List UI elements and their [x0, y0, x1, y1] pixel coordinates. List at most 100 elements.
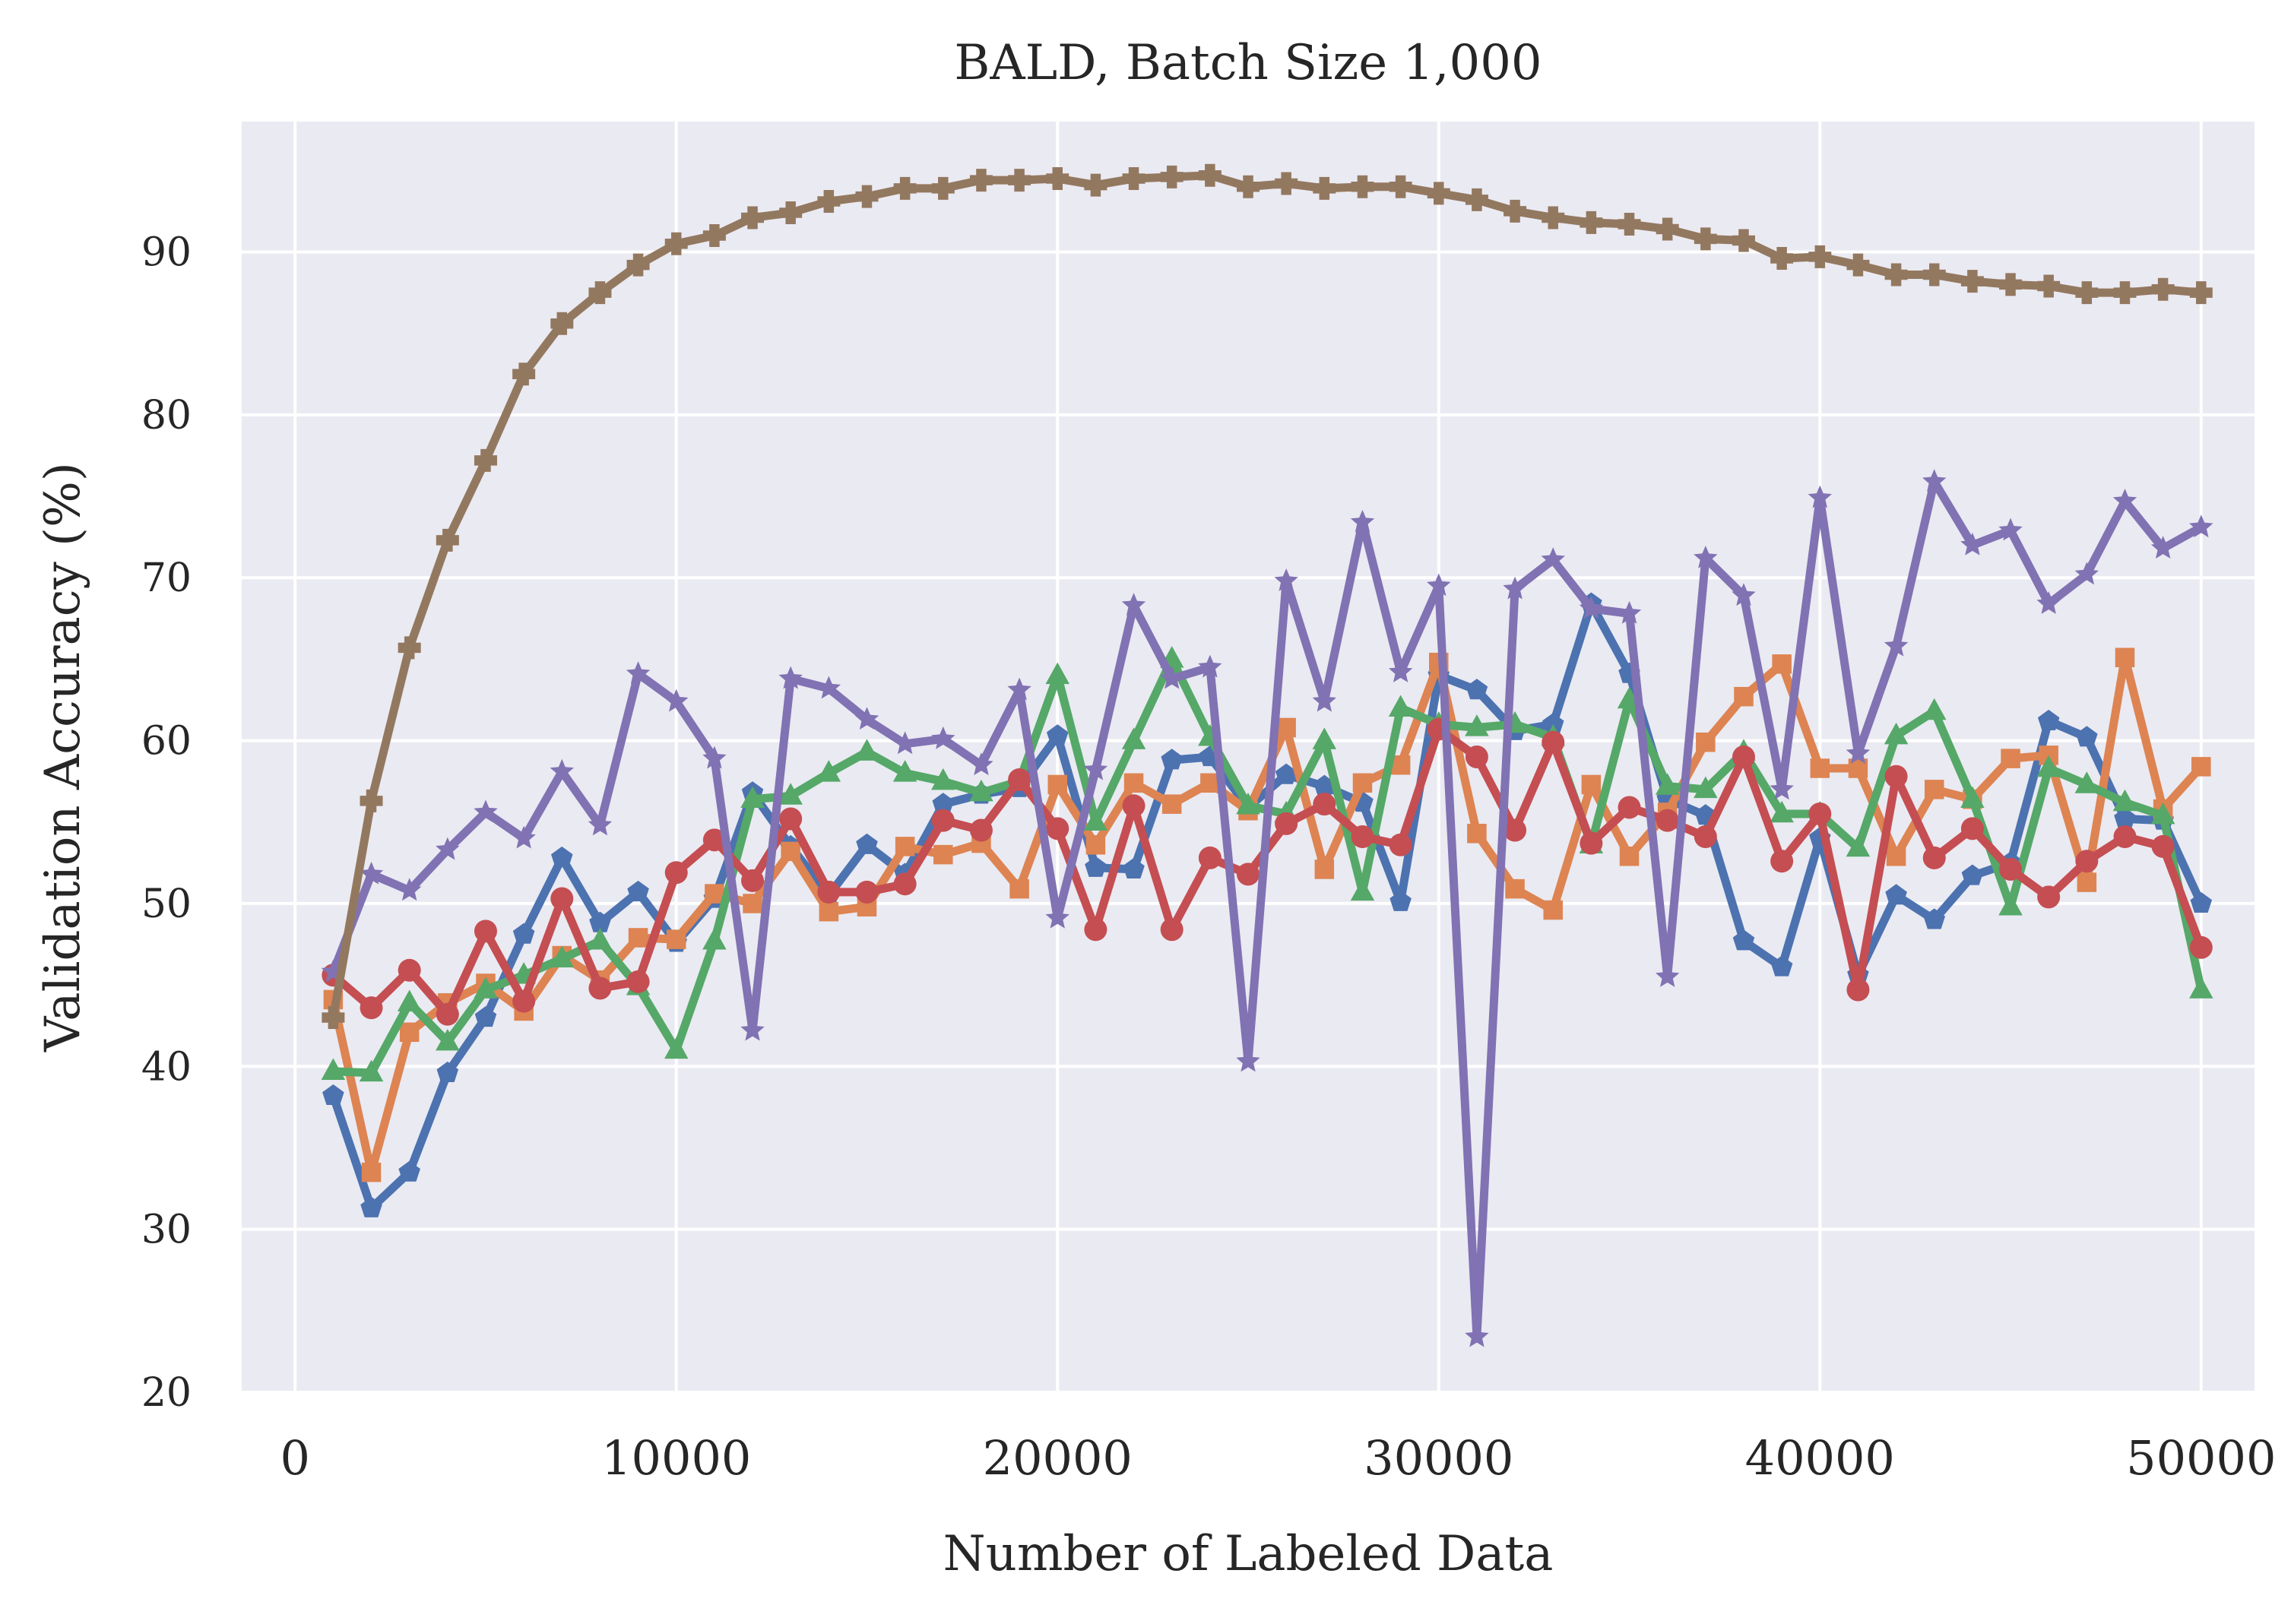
- data-point: [1350, 509, 1375, 533]
- data-point: [1465, 746, 1488, 768]
- data-point: [1694, 227, 1717, 251]
- data-point: [550, 758, 574, 782]
- data-point: [2114, 807, 2136, 828]
- data-point: [1696, 732, 1716, 752]
- data-point: [1009, 878, 1029, 899]
- data-point: [1504, 199, 1527, 223]
- data-point: [1960, 532, 1985, 556]
- data-point: [398, 1160, 420, 1182]
- data-point: [1770, 777, 1794, 800]
- data-point: [1008, 169, 1031, 192]
- x-tick-label: 30000: [1364, 1430, 1513, 1486]
- y-tick-label: 70: [141, 556, 192, 601]
- data-point: [2075, 850, 2099, 873]
- data-point: [2074, 562, 2099, 585]
- data-point: [854, 707, 879, 730]
- data-point: [892, 760, 917, 782]
- data-point: [550, 945, 575, 968]
- data-point: [854, 739, 879, 761]
- data-point: [1960, 270, 1984, 293]
- data-point: [436, 528, 459, 552]
- data-point: [740, 1018, 765, 1041]
- data-point: [819, 901, 839, 922]
- data-point: [1237, 175, 1260, 198]
- x-tick-label: 0: [280, 1430, 309, 1486]
- data-point: [893, 872, 917, 896]
- data-point: [588, 281, 612, 305]
- data-point: [702, 927, 727, 950]
- data-point: [1198, 654, 1222, 678]
- data-point: [1045, 905, 1069, 929]
- data-point: [1161, 749, 1183, 770]
- data-point: [1389, 833, 1412, 856]
- data-point: [1770, 955, 1793, 977]
- data-point: [1465, 1324, 1489, 1347]
- data-point: [2189, 977, 2213, 999]
- data-point: [1350, 878, 1375, 901]
- data-point: [474, 977, 498, 999]
- data-point: [1694, 825, 1717, 849]
- y-tick-label: 50: [141, 882, 192, 927]
- data-point: [1655, 964, 1680, 987]
- data-point: [1999, 857, 2023, 881]
- data-point: [1580, 831, 1603, 855]
- data-point: [399, 1022, 420, 1043]
- data-point: [2112, 488, 2137, 511]
- data-point: [781, 841, 800, 862]
- data-point: [360, 1196, 382, 1217]
- data-point: [969, 818, 993, 842]
- data-point: [1198, 163, 1222, 187]
- data-point: [474, 920, 497, 943]
- data-point: [589, 911, 611, 932]
- data-point: [1351, 825, 1374, 849]
- data-point: [550, 887, 574, 910]
- data-point: [1732, 929, 1755, 951]
- data-point: [1313, 176, 1336, 200]
- data-point: [1427, 573, 1451, 597]
- data-point: [931, 176, 955, 200]
- data-point: [1772, 654, 1792, 674]
- data-point: [1924, 780, 1944, 799]
- data-point: [741, 206, 765, 230]
- data-point: [1884, 722, 1909, 745]
- data-point: [1274, 568, 1298, 591]
- data-point: [1655, 773, 1680, 795]
- data-point: [551, 846, 573, 868]
- data-point: [436, 837, 460, 860]
- data-point: [1045, 662, 1069, 685]
- y-tick-label: 60: [141, 719, 192, 765]
- data-point: [1846, 834, 1871, 857]
- data-point: [397, 989, 422, 1011]
- data-point: [2001, 749, 2020, 768]
- data-point: [1121, 727, 1146, 749]
- data-point: [2075, 281, 2099, 305]
- data-point: [933, 844, 953, 865]
- data-point: [512, 923, 535, 944]
- data-point: [1770, 247, 1794, 271]
- data-point: [2191, 757, 2211, 777]
- data-point: [1351, 175, 1374, 198]
- data-point: [817, 880, 841, 904]
- data-point: [1922, 698, 1947, 720]
- data-point: [1084, 173, 1107, 197]
- data-point: [1617, 600, 1642, 624]
- data-point: [1083, 809, 1108, 831]
- data-point: [474, 799, 498, 823]
- data-point: [1846, 978, 1870, 1002]
- data-point: [2113, 825, 2137, 849]
- data-point: [1885, 884, 1907, 905]
- data-point: [1123, 857, 1145, 879]
- data-point: [397, 878, 422, 901]
- data-point: [2112, 789, 2137, 812]
- data-point: [2189, 514, 2213, 538]
- grid: [242, 122, 2255, 1394]
- data-point: [1542, 713, 1564, 734]
- data-point: [1083, 757, 1108, 780]
- data-point: [359, 1059, 384, 1082]
- data-point: [1122, 794, 1146, 818]
- y-tick-label: 80: [141, 393, 192, 438]
- data-point: [1085, 835, 1106, 855]
- data-point: [1542, 206, 1565, 230]
- y-axis-label: Validation Accuracy (%): [35, 462, 91, 1053]
